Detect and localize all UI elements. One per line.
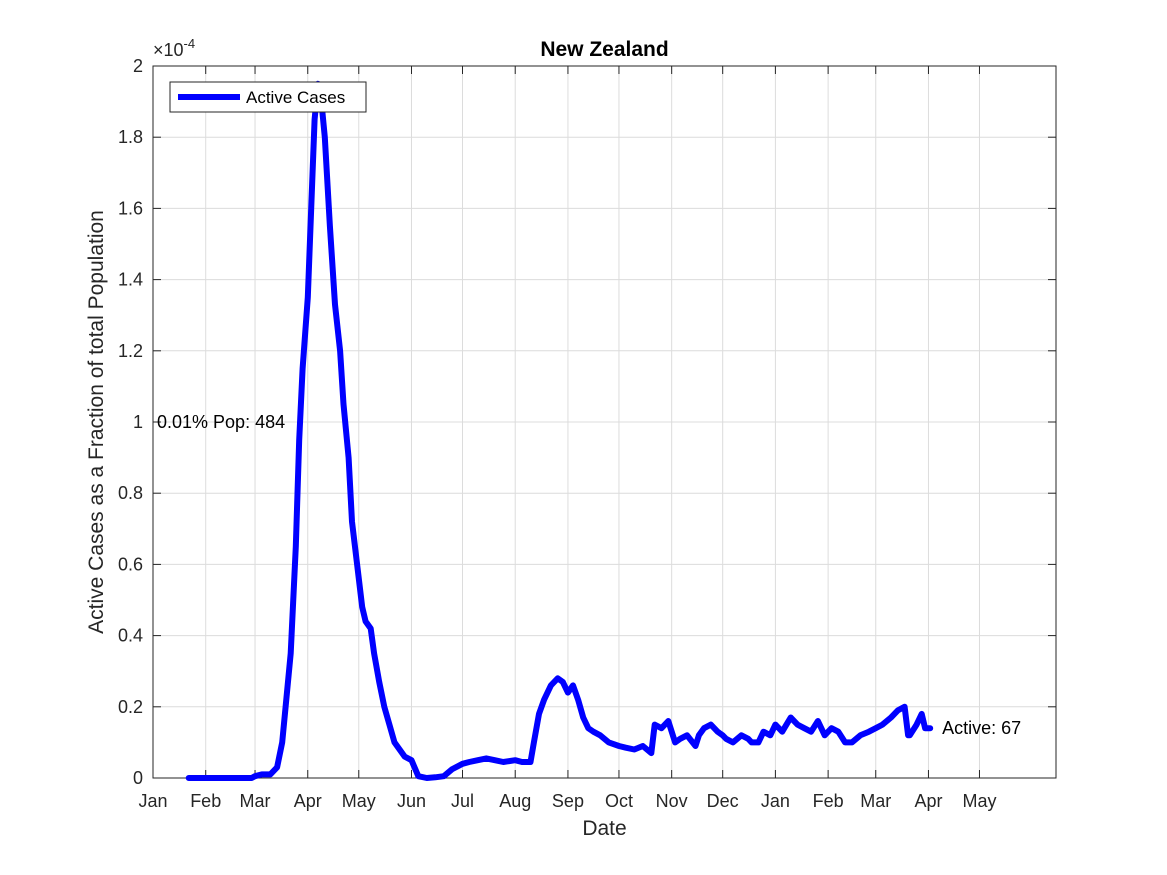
series-layer bbox=[185, 80, 934, 781]
y-exponent-base: ×10 bbox=[153, 40, 184, 60]
y-tick-labels: 0 0.2 0.4 0.6 0.8 1 1.2 1.4 1.6 1.8 2 bbox=[118, 56, 143, 788]
axis-ticks bbox=[152, 65, 1056, 779]
y-tick-label: 2 bbox=[133, 56, 143, 76]
y-tick-label: 1.6 bbox=[118, 198, 143, 218]
y-tick-label: 1.8 bbox=[118, 127, 143, 147]
x-tick-label: Feb bbox=[190, 791, 221, 811]
y-tick-label: 0.8 bbox=[118, 483, 143, 503]
y-axis-exponent: ×10-4 bbox=[153, 36, 195, 60]
series-line-active-cases bbox=[185, 80, 934, 781]
x-tick-label: Jan bbox=[138, 791, 167, 811]
x-tick-label: Jul bbox=[451, 791, 474, 811]
population-annotation: 0.01% Pop: 484 bbox=[157, 412, 285, 432]
x-tick-label: May bbox=[342, 791, 376, 811]
x-tick-label: Jan bbox=[761, 791, 790, 811]
x-tick-label: Mar bbox=[240, 791, 271, 811]
y-tick-label: 0.2 bbox=[118, 697, 143, 717]
y-tick-label: 1.4 bbox=[118, 270, 143, 290]
y-tick-label: 0.4 bbox=[118, 626, 143, 646]
x-tick-label: Apr bbox=[914, 791, 942, 811]
legend[interactable]: Active Cases bbox=[169, 81, 367, 113]
x-tick-label: Oct bbox=[605, 791, 633, 811]
x-tick-label: Mar bbox=[860, 791, 891, 811]
x-tick-label: Aug bbox=[499, 791, 531, 811]
x-tick-label: Nov bbox=[656, 791, 688, 811]
x-tick-label: Feb bbox=[813, 791, 844, 811]
x-tick-label: Jun bbox=[397, 791, 426, 811]
annotations: 0.01% Pop: 484 Active: 67 bbox=[157, 412, 1021, 738]
y-exponent-power: -4 bbox=[184, 36, 196, 51]
x-tick-label: May bbox=[962, 791, 996, 811]
x-tick-label: Apr bbox=[294, 791, 322, 811]
y-axis-label: Active Cases as a Fraction of total Popu… bbox=[85, 210, 108, 634]
x-tick-label: Sep bbox=[552, 791, 584, 811]
active-count-annotation: Active: 67 bbox=[942, 718, 1021, 738]
y-tick-label: 1.2 bbox=[118, 341, 143, 361]
y-tick-label: 0 bbox=[133, 768, 143, 788]
x-tick-labels: Jan Feb Mar Apr May Jun Jul Aug Sep Oct Nov Dec Jan F… bbox=[138, 791, 996, 811]
y-tick-label: 1 bbox=[133, 412, 143, 432]
x-tick-label: Dec bbox=[707, 791, 739, 811]
y-tick-label: 0.6 bbox=[118, 554, 143, 574]
chart-title: New Zealand bbox=[540, 38, 668, 61]
legend-label: Active Cases bbox=[246, 88, 345, 107]
x-axis-label: Date bbox=[582, 817, 626, 840]
